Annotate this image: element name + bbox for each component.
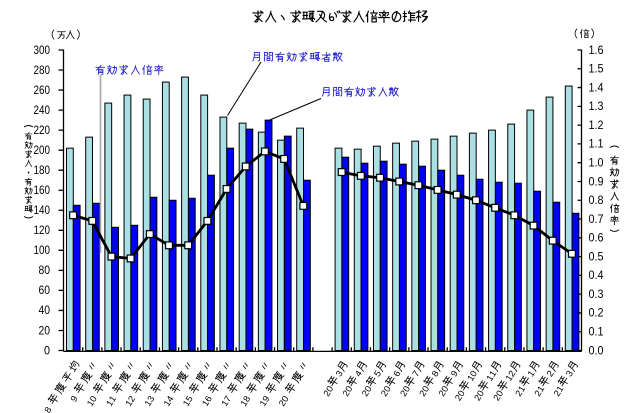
svg-text:2: 2 [321,388,332,398]
svg-text:6: 6 [391,369,402,379]
svg-text:100: 100 [34,245,51,257]
svg-text:0.4: 0.4 [589,270,605,282]
svg-text:0: 0 [362,384,373,394]
svg-text:0.7: 0.7 [589,214,604,226]
svg-text:1.6: 1.6 [589,45,604,57]
svg-text:1: 1 [258,398,269,408]
svg-text:0: 0 [88,394,99,404]
svg-text:2: 2 [126,394,137,404]
svg-text:2: 2 [506,369,517,379]
svg-text:4: 4 [164,394,175,404]
svg-text:1: 1 [487,369,498,379]
svg-text:1.2: 1.2 [589,120,604,132]
svg-text:80: 80 [39,265,51,277]
svg-text:2: 2 [277,398,288,408]
svg-text:6: 6 [203,394,214,404]
svg-text:120: 120 [34,225,51,237]
svg-text:0.5: 0.5 [589,251,604,263]
svg-text:2: 2 [552,388,563,398]
svg-text:0: 0 [44,345,50,357]
svg-text:9: 9 [260,394,271,404]
svg-text:1: 1 [85,398,96,408]
svg-text:0: 0 [343,384,354,394]
svg-text:2: 2 [545,369,556,379]
svg-text:8: 8 [430,369,441,379]
svg-text:0.0: 0.0 [589,345,604,357]
svg-text:3: 3 [145,394,156,404]
svg-text:1: 1 [238,398,249,408]
svg-text:1: 1 [554,384,565,394]
svg-text:2: 2 [417,388,428,398]
svg-text:240: 240 [34,105,51,117]
svg-text:1.4: 1.4 [589,82,605,94]
svg-text:8: 8 [241,394,252,404]
svg-text:0: 0 [324,384,335,394]
svg-text:1: 1 [107,394,118,404]
svg-text:7: 7 [222,394,233,404]
svg-text:1.0: 1.0 [589,157,604,169]
svg-text:1: 1 [465,373,476,383]
svg-text:0: 0 [475,388,486,398]
svg-text:2: 2 [379,388,390,398]
svg-text:2: 2 [491,393,502,403]
svg-text:2: 2 [398,388,409,398]
svg-text:20: 20 [39,325,51,337]
svg-text:1: 1 [104,398,115,408]
svg-text:160: 160 [34,185,51,197]
svg-text:220: 220 [34,125,51,137]
svg-text:3: 3 [564,369,575,379]
svg-text:1: 1 [504,373,515,383]
svg-text:0: 0 [439,384,450,394]
svg-text:0.1: 0.1 [589,327,604,339]
svg-text:0: 0 [382,384,393,394]
svg-text:2: 2 [532,388,543,398]
svg-text:2: 2 [436,388,447,398]
svg-text:280: 280 [34,65,51,77]
svg-text:8: 8 [42,405,53,413]
svg-text:0.2: 0.2 [589,308,604,320]
svg-text:0.8: 0.8 [589,195,604,207]
svg-text:0: 0 [420,384,431,394]
svg-text:0.9: 0.9 [589,176,604,188]
svg-text:1: 1 [200,398,211,408]
svg-text:1: 1 [142,398,153,408]
svg-text:1: 1 [162,398,173,408]
svg-text:260: 260 [34,85,51,97]
svg-text:1: 1 [123,398,134,408]
svg-text:0: 0 [456,388,467,398]
svg-text:140: 140 [34,205,51,217]
svg-text:1: 1 [219,398,230,408]
svg-text:2: 2 [513,388,524,398]
svg-text:4: 4 [353,369,364,379]
svg-text:0: 0 [468,369,479,379]
svg-text:1: 1 [181,398,192,408]
svg-text:60: 60 [39,285,51,297]
svg-text:2: 2 [360,388,371,398]
svg-text:0.3: 0.3 [589,289,604,301]
svg-text:1.1: 1.1 [589,139,604,151]
svg-text:0: 0 [401,384,412,394]
svg-text:200: 200 [34,145,51,157]
svg-text:2: 2 [472,393,483,403]
svg-text:1.5: 1.5 [589,64,604,76]
svg-text:40: 40 [39,305,51,317]
svg-text:0: 0 [279,394,290,404]
svg-text:9: 9 [449,369,460,379]
svg-text:0.6: 0.6 [589,233,604,245]
svg-text:1: 1 [516,384,527,394]
svg-text:2: 2 [453,393,464,403]
svg-text:5: 5 [184,394,195,404]
svg-text:5: 5 [372,369,383,379]
svg-text:7: 7 [410,369,421,379]
svg-text:2: 2 [340,388,351,398]
svg-text:180: 180 [34,165,51,177]
svg-text:1: 1 [484,373,495,383]
svg-text:0: 0 [494,388,505,398]
svg-text:1: 1 [535,384,546,394]
svg-text:1.3: 1.3 [589,101,604,113]
svg-text:9: 9 [68,394,79,404]
svg-text:1: 1 [525,369,536,379]
svg-text:300: 300 [34,45,51,57]
svg-text:3: 3 [334,369,345,379]
